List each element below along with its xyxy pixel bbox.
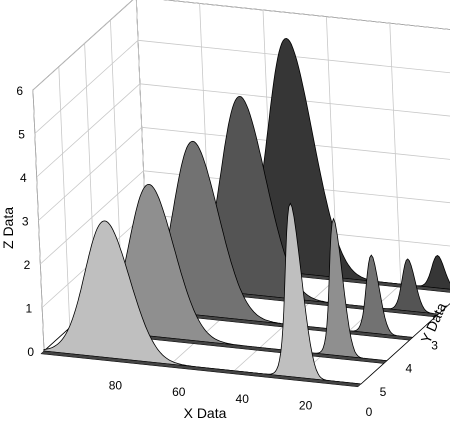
x-tick-label: 80 (109, 379, 123, 393)
z-tick-label: 3 (22, 215, 29, 229)
gridline-z-back (138, 39, 450, 74)
series-5-base (40, 350, 362, 388)
x-axis-title: X Data (184, 405, 227, 421)
y-tick-label: 4 (405, 362, 412, 376)
z-axis-title: Z Data (0, 207, 16, 249)
gridline-y-side (110, 20, 122, 282)
y-tick-label: 5 (380, 385, 387, 399)
x-tick-label: 0 (366, 405, 373, 419)
z-tick-label: 5 (18, 128, 25, 142)
series-layer (40, 37, 450, 388)
z-tick-label: 6 (16, 84, 23, 98)
x-tick-label: 60 (172, 385, 186, 399)
gridline-y-side (32, 89, 45, 352)
x-tick-label: 40 (236, 392, 250, 406)
z-tick-label: 4 (20, 171, 27, 185)
z-tick-label: 1 (26, 302, 33, 316)
y-tick-label: 3 (431, 338, 438, 352)
z-tick-label: 2 (24, 258, 31, 272)
tick-labels: 806040200123450123456 (16, 84, 438, 419)
gridline-z-back (163, 0, 450, 30)
gridline-y-side (58, 66, 71, 328)
x-tick-label: 20 (299, 398, 313, 412)
z-tick-label: 0 (27, 345, 34, 359)
